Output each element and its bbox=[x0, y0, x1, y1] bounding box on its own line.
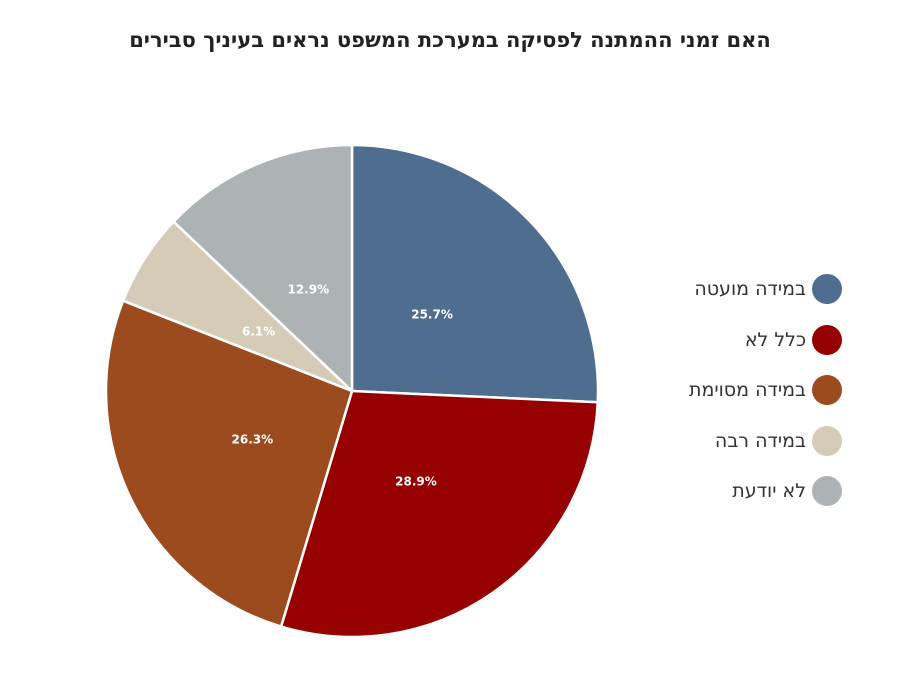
pie-slice[interactable] bbox=[172, 143, 354, 393]
legend-swatch bbox=[812, 375, 842, 405]
slice-value-label: 25.7% bbox=[411, 308, 453, 322]
pie-slices bbox=[104, 143, 600, 639]
legend: במידה מועטה כלל לא במידה מסוימת במידה רב… bbox=[602, 274, 842, 527]
legend-item[interactable]: במידה מועטה bbox=[602, 274, 842, 304]
slice-value-label: 6.1% bbox=[242, 324, 275, 338]
legend-swatch bbox=[812, 425, 842, 456]
pie-slice[interactable] bbox=[104, 299, 354, 628]
legend-item[interactable]: במידה רבה bbox=[602, 425, 842, 456]
legend-label: כלל לא bbox=[744, 328, 806, 351]
pie-slice[interactable] bbox=[279, 389, 599, 639]
legend-swatch bbox=[812, 476, 842, 506]
chart-title: האם זמני ההמתנה לפסיקה במערכת המשפט נראי… bbox=[129, 28, 771, 52]
pie-slice-labels: 25.7% 28.9% 26.3% 6.1% 12.9% bbox=[232, 282, 453, 488]
slice-value-label: 28.9% bbox=[395, 474, 437, 488]
legend-label: במידה מסוימת bbox=[688, 379, 806, 401]
legend-swatch bbox=[812, 324, 842, 355]
pie-slice[interactable] bbox=[350, 143, 600, 404]
slice-value-label: 12.9% bbox=[287, 282, 329, 296]
legend-item[interactable]: לא יודעת bbox=[602, 476, 842, 506]
legend-swatch bbox=[812, 274, 842, 304]
legend-label: לא יודעת bbox=[732, 480, 806, 502]
legend-label: במידה מועטה bbox=[694, 278, 806, 300]
legend-label: במידה רבה bbox=[714, 429, 806, 452]
legend-item[interactable]: כלל לא bbox=[602, 324, 842, 355]
legend-item[interactable]: במידה מסוימת bbox=[602, 375, 842, 405]
slice-value-label: 26.3% bbox=[232, 432, 274, 446]
